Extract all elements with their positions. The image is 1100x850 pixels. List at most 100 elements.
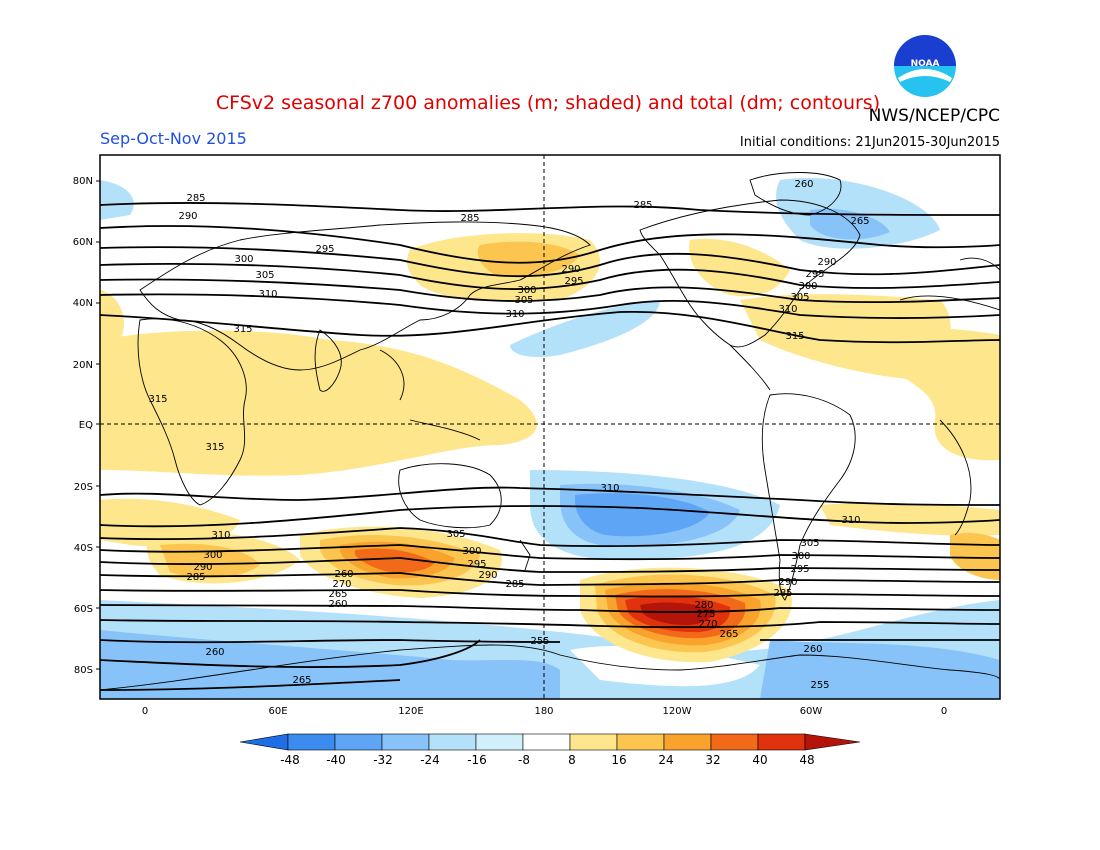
lon-label: 60W bbox=[800, 706, 823, 717]
contour-label: 290 bbox=[193, 562, 212, 573]
contour-label: 285 bbox=[773, 588, 792, 599]
colorbar-swatch bbox=[522, 733, 571, 751]
height-contours bbox=[100, 202, 1000, 691]
contour-label: 285 bbox=[186, 572, 205, 583]
colorbar-tick: 16 bbox=[611, 753, 626, 767]
contour-label: 290 bbox=[178, 211, 197, 222]
colorbar bbox=[239, 733, 861, 751]
contour-label: 315 bbox=[233, 324, 252, 335]
lon-label: 0 bbox=[941, 706, 947, 717]
season-label: Sep-Oct-Nov 2015 bbox=[100, 129, 247, 148]
contour-label: 295 bbox=[315, 244, 334, 255]
colorbar-left-arrow bbox=[239, 733, 289, 751]
noaa-logo: NOAA bbox=[894, 35, 956, 97]
colorbar-swatch bbox=[334, 733, 383, 751]
contour-label: 285 bbox=[460, 213, 479, 224]
contour-label: 300 bbox=[517, 285, 536, 296]
contour-label: 300 bbox=[462, 546, 481, 557]
contour-label: 270 bbox=[698, 619, 717, 630]
contour-label: 265 bbox=[328, 589, 347, 600]
contour-label: 315 bbox=[205, 442, 224, 453]
contour-label: 310 bbox=[211, 530, 230, 541]
colorbar-swatch bbox=[287, 733, 336, 751]
contour-label: 270 bbox=[332, 579, 351, 590]
contour-label: 295 bbox=[790, 564, 809, 575]
contour-label: 300 bbox=[791, 551, 810, 562]
coastlines bbox=[100, 172, 1000, 691]
contour-label: 290 bbox=[478, 570, 497, 581]
agency-label: NWS/NCEP/CPC bbox=[869, 106, 1000, 126]
map-frame bbox=[99, 154, 1001, 700]
contour-label: 260 bbox=[803, 644, 822, 655]
lat-label: 20S bbox=[74, 482, 93, 493]
contour-label: 280 bbox=[694, 600, 713, 611]
colorbar-swatch bbox=[428, 733, 477, 751]
colorbar-swatch bbox=[569, 733, 618, 751]
contour-label: 305 bbox=[800, 538, 819, 549]
lon-label: 120E bbox=[398, 706, 423, 717]
contour-label: 310 bbox=[258, 289, 277, 300]
lon-label: 0 bbox=[142, 706, 148, 717]
contour-label: 305 bbox=[255, 270, 274, 281]
colorbar-tick: -16 bbox=[467, 753, 487, 767]
contour-label: 285 bbox=[633, 200, 652, 211]
colorbar-ticks: -48 -40 -32 -24 -16 -8 8 16 24 32 40 48 bbox=[280, 753, 814, 767]
contour-label: 290 bbox=[778, 577, 797, 588]
lat-label: 40S bbox=[74, 543, 93, 554]
contour-label: 310 bbox=[841, 515, 860, 526]
colorbar-tick: 8 bbox=[568, 753, 576, 767]
lat-label: 60S bbox=[74, 604, 93, 615]
contour-label: 315 bbox=[785, 331, 804, 342]
contour-label: 300 bbox=[798, 281, 817, 292]
lat-label: 60N bbox=[73, 237, 93, 248]
colorbar-tick: -8 bbox=[518, 753, 530, 767]
contour-label: 310 bbox=[505, 309, 524, 320]
longitude-labels: 0 60E 120E 180 120W 60W 0 bbox=[142, 706, 947, 717]
colorbar-swatch bbox=[616, 733, 665, 751]
contour-label: 260 bbox=[205, 647, 224, 658]
contour-label: 305 bbox=[790, 292, 809, 303]
latitude-ticks bbox=[96, 180, 100, 670]
colorbar-right-arrow bbox=[804, 733, 861, 751]
colorbar-tick: -32 bbox=[373, 753, 393, 767]
colorbar-swatch bbox=[710, 733, 759, 751]
colorbar-tick: 48 bbox=[799, 753, 814, 767]
contour-labels: 285 290 295 300 305 310 315 285 290 295 … bbox=[148, 179, 869, 691]
contour-label: 300 bbox=[203, 550, 222, 561]
plot-title: CFSv2 seasonal z700 anomalies (m; shaded… bbox=[216, 92, 880, 114]
lon-label: 120W bbox=[663, 706, 692, 717]
lon-label: 60E bbox=[268, 706, 287, 717]
contour-label: 260 bbox=[334, 569, 353, 580]
colorbar-tick: 24 bbox=[658, 753, 673, 767]
lat-label: EQ bbox=[79, 420, 93, 431]
colorbar-tick: -24 bbox=[420, 753, 440, 767]
contour-label: 285 bbox=[186, 193, 205, 204]
contour-label: 300 bbox=[234, 254, 253, 265]
latitude-labels: 80N 60N 40N 20N EQ 20S 40S 60S 80S bbox=[73, 176, 93, 676]
contour-label: 295 bbox=[467, 559, 486, 570]
contour-label: 295 bbox=[805, 269, 824, 280]
contour-label: 255 bbox=[810, 680, 829, 691]
colorbar-tick: -40 bbox=[326, 753, 346, 767]
contour-label: 305 bbox=[446, 529, 465, 540]
colorbar-tick: 32 bbox=[705, 753, 720, 767]
contour-label: 315 bbox=[148, 394, 167, 405]
map-panel: 285 290 295 300 305 310 315 285 290 295 … bbox=[100, 155, 1000, 699]
contour-label: 310 bbox=[778, 304, 797, 315]
colorbar-swatch bbox=[757, 733, 806, 751]
contour-label: 285 bbox=[505, 579, 524, 590]
contour-label: 310 bbox=[600, 483, 619, 494]
colorbar-tick: 40 bbox=[752, 753, 767, 767]
contour-label: 260 bbox=[328, 599, 347, 610]
lon-label: 180 bbox=[534, 706, 553, 717]
colorbar-swatch bbox=[663, 733, 712, 751]
initial-conditions-label: Initial conditions: 21Jun2015-30Jun2015 bbox=[740, 135, 1000, 150]
contour-label: 275 bbox=[696, 609, 715, 620]
noaa-logo-text: NOAA bbox=[911, 59, 940, 69]
colorbar-swatch bbox=[475, 733, 524, 751]
contour-label: 255 bbox=[530, 636, 549, 647]
lat-label: 80N bbox=[73, 176, 93, 187]
lat-label: 20N bbox=[73, 360, 93, 371]
lat-label: 80S bbox=[74, 665, 93, 676]
